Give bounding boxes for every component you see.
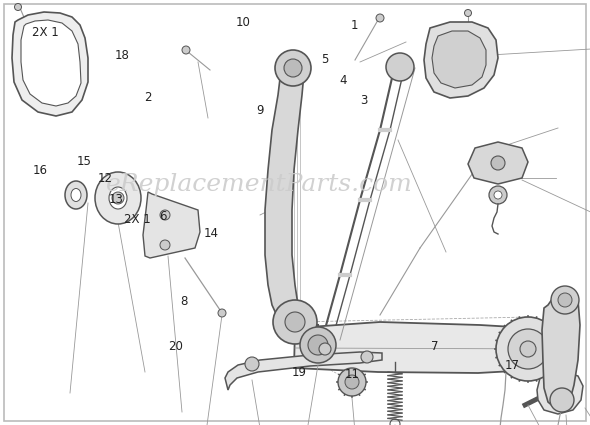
Circle shape [285,312,305,332]
Text: 10: 10 [236,16,251,29]
Text: 18: 18 [115,49,130,62]
Polygon shape [537,372,583,414]
Text: 1: 1 [351,19,359,32]
Ellipse shape [71,189,81,201]
Circle shape [508,329,548,369]
Text: 2X 1: 2X 1 [124,212,150,226]
Text: 7: 7 [431,340,438,353]
Circle shape [160,240,170,250]
Circle shape [308,335,328,355]
Text: 9: 9 [257,104,264,117]
Circle shape [319,343,331,355]
Polygon shape [21,20,81,106]
Text: 8: 8 [180,295,187,309]
Circle shape [112,192,124,204]
Circle shape [489,186,507,204]
Polygon shape [143,192,200,258]
Ellipse shape [95,172,141,224]
Polygon shape [225,352,382,390]
Circle shape [275,50,311,86]
Text: 20: 20 [168,340,183,353]
Polygon shape [468,142,528,184]
Circle shape [338,368,366,396]
Circle shape [520,341,536,357]
Circle shape [491,156,505,170]
Circle shape [361,351,373,363]
Text: 15: 15 [77,155,91,168]
Text: eReplacementParts.com: eReplacementParts.com [106,173,413,196]
Ellipse shape [109,187,127,209]
Text: 2: 2 [145,91,152,105]
Circle shape [300,327,336,363]
Circle shape [376,14,384,22]
Polygon shape [294,322,568,373]
Circle shape [386,53,414,81]
Circle shape [15,3,21,11]
Text: 12: 12 [97,172,112,185]
Polygon shape [432,31,486,88]
Circle shape [496,317,560,381]
Circle shape [245,357,259,371]
Text: 19: 19 [292,366,307,379]
Text: 5: 5 [322,53,329,66]
Circle shape [345,375,359,389]
Circle shape [218,309,226,317]
Circle shape [160,210,170,220]
Circle shape [494,191,502,199]
Text: 4: 4 [339,74,347,88]
Circle shape [273,300,317,344]
Text: 6: 6 [159,210,167,224]
Text: 2X 1: 2X 1 [32,26,59,39]
Text: 3: 3 [360,94,367,107]
Polygon shape [424,22,498,98]
Polygon shape [542,290,580,408]
Text: 14: 14 [204,227,218,241]
Polygon shape [265,62,308,325]
Circle shape [551,286,579,314]
Ellipse shape [65,181,87,209]
Circle shape [464,9,471,17]
Text: 13: 13 [109,193,124,207]
Text: 17: 17 [504,359,519,372]
Circle shape [182,46,190,54]
Text: 16: 16 [32,164,47,177]
Circle shape [550,388,574,412]
Circle shape [284,59,302,77]
Text: 11: 11 [345,368,360,381]
Polygon shape [12,12,88,116]
Circle shape [558,293,572,307]
